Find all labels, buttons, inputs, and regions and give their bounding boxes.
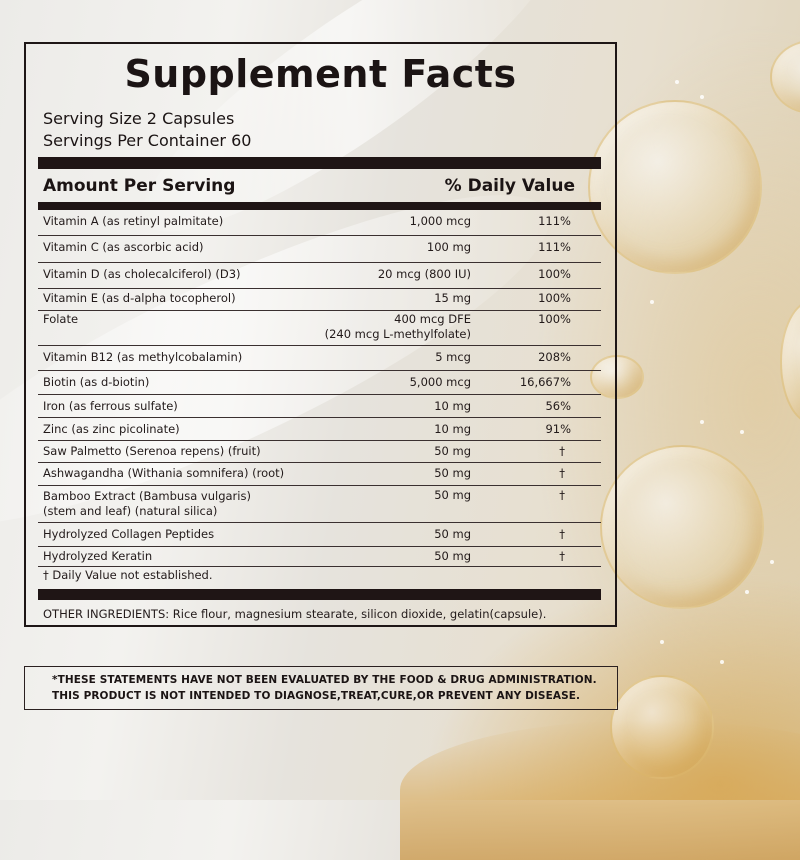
daily-value-header: % Daily Value: [444, 176, 575, 196]
nutrient-name: Hydrolyzed Collagen Peptides: [43, 527, 215, 541]
amount-line-1: 400 mcg DFE: [394, 312, 471, 326]
table-row: Biotin (as d-biotin) 5,000 mcg 16,667%: [38, 371, 601, 395]
disclaimer-line-1: *THESE STATEMENTS HAVE NOT BEEN EVALUATE…: [52, 674, 597, 686]
nutrient-amount: 50 mg: [434, 444, 471, 458]
nutrient-table: Vitamin A (as retinyl palmitate) 1,000 m…: [38, 210, 601, 567]
bubble-decoration: [780, 300, 800, 424]
serving-info: Serving Size 2 Capsules Servings Per Con…: [43, 108, 251, 152]
daily-value-footnote: † Daily Value not established.: [43, 568, 213, 582]
supplement-facts-panel: Supplement Facts Serving Size 2 Capsules…: [24, 42, 617, 627]
nutrient-name: Vitamin D (as cholecalciferol) (D3): [43, 267, 241, 281]
nutrient-amount: 5 mcg: [435, 350, 471, 364]
disclaimer-line-2: THIS PRODUCT IS NOT INTENDED TO DIAGNOSE…: [52, 690, 581, 702]
servings-per-container: Servings Per Container 60: [43, 131, 252, 150]
nutrient-amount: 15 mg: [434, 291, 471, 305]
thick-divider: [38, 589, 601, 600]
nutrient-amount: 50 mg: [434, 549, 471, 563]
nutrient-name: Vitamin C (as ascorbic acid): [43, 240, 204, 254]
nutrient-dv: 91%: [545, 422, 571, 436]
nutrient-dv: 16,667%: [519, 375, 571, 389]
bubble-decoration: [600, 445, 764, 609]
amount-per-serving-header: Amount Per Serving: [43, 176, 236, 196]
nutrient-name: Vitamin B12 (as methylcobalamin): [43, 350, 243, 364]
sparkle: [700, 95, 704, 99]
nutrient-amount: 10 mg: [434, 422, 471, 436]
table-row: Hydrolyzed Collagen Peptides 50 mg †: [38, 523, 601, 547]
table-row: Vitamin D (as cholecalciferol) (D3) 20 m…: [38, 263, 601, 289]
name-line-2: (stem and leaf) (natural silica): [43, 504, 218, 518]
sparkle: [675, 80, 679, 84]
bubble-decoration: [610, 675, 714, 779]
sparkle: [720, 660, 724, 664]
sparkle: [650, 300, 654, 304]
thick-divider: [38, 157, 601, 169]
nutrient-name: Folate: [43, 312, 79, 326]
nutrient-amount: 20 mcg (800 IU): [377, 267, 471, 281]
nutrient-amount: 50 mg: [434, 527, 471, 541]
nutrient-name: Ashwagandha (Withania somnifera) (root): [43, 466, 285, 480]
table-row: Hydrolyzed Keratin 50 mg †: [38, 547, 601, 567]
sparkle: [660, 640, 664, 644]
fda-disclaimer: *THESE STATEMENTS HAVE NOT BEEN EVALUATE…: [24, 666, 618, 710]
nutrient-amount: 5,000 mcg: [409, 375, 471, 389]
nutrient-dv: 111%: [538, 214, 571, 228]
amount-line-2: (240 mcg L-methylfolate): [324, 327, 471, 341]
table-row: Vitamin E (as d-alpha tocopherol) 15 mg …: [38, 289, 601, 311]
nutrient-amount: 10 mg: [434, 399, 471, 413]
nutrient-amount: 100 mg: [426, 240, 471, 254]
nutrient-dv: †: [559, 488, 565, 502]
nutrient-dv: †: [559, 527, 565, 541]
nutrient-dv: 100%: [538, 267, 571, 281]
table-row: Vitamin C (as ascorbic acid) 100 mg 111%: [38, 236, 601, 263]
serving-size: Serving Size 2 Capsules: [43, 109, 235, 128]
table-row: Bamboo Extract (Bambusa vulgaris) (stem …: [38, 486, 601, 523]
nutrient-name: Zinc (as zinc picolinate): [43, 422, 180, 436]
sparkle: [770, 560, 774, 564]
nutrient-amount: 50 mg: [434, 488, 471, 502]
nutrient-dv: 56%: [545, 399, 571, 413]
nutrient-amount: 50 mg: [434, 466, 471, 480]
nutrient-dv: †: [559, 466, 565, 480]
panel-title: Supplement Facts: [124, 52, 517, 96]
gold-wave-decoration: [400, 720, 800, 860]
table-row: Vitamin B12 (as methylcobalamin) 5 mcg 2…: [38, 346, 601, 371]
nutrient-amount: 400 mcg DFE (240 mcg L-methylfolate): [325, 312, 471, 342]
table-row: Iron (as ferrous sulfate) 10 mg 56%: [38, 395, 601, 418]
nutrient-name: Vitamin E (as d-alpha tocopherol): [43, 291, 236, 305]
nutrient-dv: †: [559, 549, 565, 563]
table-row: Zinc (as zinc picolinate) 10 mg 91%: [38, 418, 601, 441]
nutrient-name: Hydrolyzed Keratin: [43, 549, 153, 563]
table-row: Folate 400 mcg DFE (240 mcg L-methylfola…: [38, 311, 601, 346]
sparkle: [740, 430, 744, 434]
nutrient-dv: †: [559, 444, 565, 458]
bubble-decoration: [770, 40, 800, 114]
nutrient-name: Iron (as ferrous sulfate): [43, 399, 178, 413]
thick-divider: [38, 202, 601, 210]
nutrient-name: Biotin (as d-biotin): [43, 375, 150, 389]
nutrient-dv: 100%: [538, 312, 571, 326]
table-row: Ashwagandha (Withania somnifera) (root) …: [38, 463, 601, 486]
nutrient-dv: 208%: [538, 350, 571, 364]
nutrient-dv: 100%: [538, 291, 571, 305]
table-row: Saw Palmetto (Serenoa repens) (fruit) 50…: [38, 441, 601, 463]
nutrient-name: Vitamin A (as retinyl palmitate): [43, 214, 224, 228]
nutrient-dv: 111%: [538, 240, 571, 254]
nutrient-amount: 1,000 mcg: [409, 214, 471, 228]
table-row: Vitamin A (as retinyl palmitate) 1,000 m…: [38, 210, 601, 236]
nutrient-name: Saw Palmetto (Serenoa repens) (fruit): [43, 444, 261, 458]
name-line-1: Bamboo Extract (Bambusa vulgaris): [43, 489, 251, 503]
sparkle: [700, 420, 704, 424]
sparkle: [745, 590, 749, 594]
other-ingredients: OTHER INGREDIENTS: Rice flour, magnesium…: [43, 607, 547, 621]
nutrient-name: Bamboo Extract (Bambusa vulgaris) (stem …: [43, 489, 251, 519]
